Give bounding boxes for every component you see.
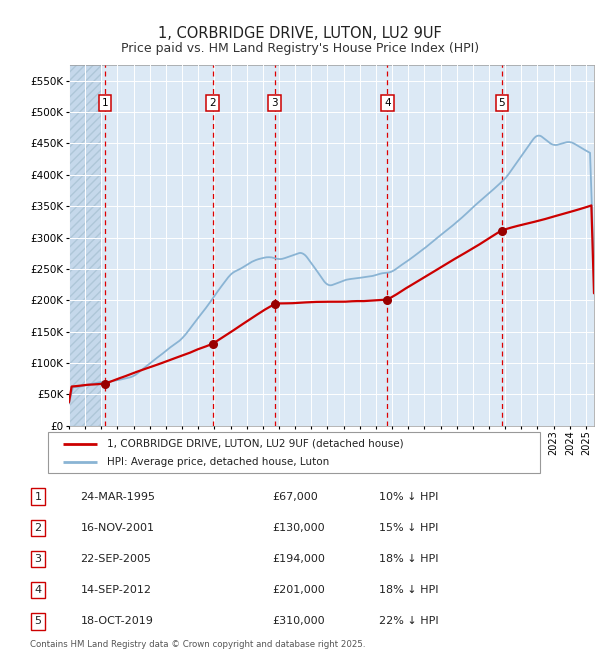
Text: 22-SEP-2005: 22-SEP-2005 (80, 554, 151, 564)
Text: 2: 2 (209, 98, 216, 108)
Text: 18% ↓ HPI: 18% ↓ HPI (379, 585, 439, 595)
Text: 22% ↓ HPI: 22% ↓ HPI (379, 616, 439, 627)
Text: 14-SEP-2012: 14-SEP-2012 (80, 585, 151, 595)
Bar (69, 65, 101, 426)
Text: 4: 4 (384, 98, 391, 108)
Text: 2: 2 (35, 523, 41, 533)
Text: £130,000: £130,000 (272, 523, 325, 533)
Text: £310,000: £310,000 (272, 616, 325, 627)
Text: 1: 1 (35, 491, 41, 502)
Text: 16-NOV-2001: 16-NOV-2001 (80, 523, 154, 533)
Text: £194,000: £194,000 (272, 554, 325, 564)
Text: 15% ↓ HPI: 15% ↓ HPI (379, 523, 439, 533)
FancyBboxPatch shape (48, 432, 540, 473)
Text: £201,000: £201,000 (272, 585, 325, 595)
Text: 18-OCT-2019: 18-OCT-2019 (80, 616, 153, 627)
Text: Price paid vs. HM Land Registry's House Price Index (HPI): Price paid vs. HM Land Registry's House … (121, 42, 479, 55)
Text: 1, CORBRIDGE DRIVE, LUTON, LU2 9UF (detached house): 1, CORBRIDGE DRIVE, LUTON, LU2 9UF (deta… (107, 439, 404, 448)
Text: 3: 3 (35, 554, 41, 564)
Text: 18% ↓ HPI: 18% ↓ HPI (379, 554, 439, 564)
Text: Contains HM Land Registry data © Crown copyright and database right 2025.
This d: Contains HM Land Registry data © Crown c… (30, 640, 365, 650)
Text: 1, CORBRIDGE DRIVE, LUTON, LU2 9UF: 1, CORBRIDGE DRIVE, LUTON, LU2 9UF (158, 26, 442, 41)
Text: 4: 4 (35, 585, 41, 595)
Text: 5: 5 (35, 616, 41, 627)
Text: 3: 3 (271, 98, 278, 108)
Text: 10% ↓ HPI: 10% ↓ HPI (379, 491, 439, 502)
Text: HPI: Average price, detached house, Luton: HPI: Average price, detached house, Luto… (107, 457, 329, 467)
Text: 5: 5 (499, 98, 505, 108)
Text: 24-MAR-1995: 24-MAR-1995 (80, 491, 155, 502)
Text: 1: 1 (102, 98, 109, 108)
Text: £67,000: £67,000 (272, 491, 318, 502)
